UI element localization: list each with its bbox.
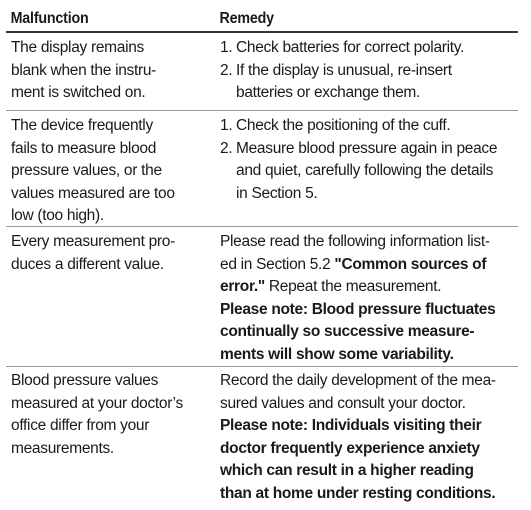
remedy-line: Record the daily development of the mea- bbox=[220, 370, 516, 393]
step-line: and quiet, carefully following the detai… bbox=[236, 160, 516, 183]
remedy-steps: 1. Check batteries for correct polarity.… bbox=[220, 37, 516, 105]
note-line: which can result in a higher reading bbox=[220, 460, 516, 483]
section-reference: "Common sources of bbox=[334, 256, 486, 273]
remedy-step: 1. Check the positioning of the cuff. bbox=[220, 115, 516, 138]
step-line: Check the positioning of the cuff. bbox=[236, 115, 516, 138]
malfunction-line: Blood pressure values bbox=[11, 370, 210, 393]
header-remedy: Remedy bbox=[214, 6, 494, 31]
remedy-line: sured values and consult your doctor. bbox=[220, 393, 516, 416]
malfunction-cell: Blood pressure values measured at your d… bbox=[6, 367, 214, 506]
remedy-step: 2. If the display is unusual, re-insert … bbox=[220, 60, 516, 105]
remedy-text: Repeat the measurement. bbox=[265, 278, 441, 295]
troubleshooting-table: Malfunction Remedy The display remains b… bbox=[6, 6, 518, 506]
malfunction-line: Every measurement pro- bbox=[11, 231, 210, 254]
note-line: Please note: Blood pressure fluctuates bbox=[220, 299, 516, 322]
note-line: continually so successive measure- bbox=[220, 321, 516, 344]
malfunction-cell: The device frequently fails to measure b… bbox=[6, 111, 214, 226]
step-line: Check batteries for correct polarity. bbox=[236, 37, 516, 60]
table-row: The display remains blank when the instr… bbox=[6, 33, 518, 111]
note-line: Please note: Individuals visiting their bbox=[220, 415, 516, 438]
malfunction-line: duces a different value. bbox=[11, 254, 210, 277]
malfunction-line: office differ from your bbox=[11, 415, 210, 438]
malfunction-line: The device frequently bbox=[11, 115, 210, 138]
malfunction-line: fails to measure blood bbox=[11, 138, 210, 161]
step-number: 2. bbox=[220, 60, 232, 83]
remedy-steps: 1. Check the positioning of the cuff. 2.… bbox=[220, 115, 516, 205]
step-line: batteries or exchange them. bbox=[236, 82, 516, 105]
remedy-cell: 1. Check the positioning of the cuff. 2.… bbox=[214, 111, 518, 226]
step-number: 1. bbox=[220, 37, 232, 60]
step-line: If the display is unusual, re-insert bbox=[236, 60, 516, 83]
remedy-line: ed in Section 5.2 "Common sources of bbox=[220, 254, 516, 277]
malfunction-line: blank when the instru- bbox=[11, 60, 210, 83]
step-line: Measure blood pressure again in peace bbox=[236, 138, 516, 161]
step-number: 2. bbox=[220, 138, 232, 161]
malfunction-line: low (too high). bbox=[11, 205, 210, 228]
malfunction-cell: Every measurement pro- duces a different… bbox=[6, 227, 214, 366]
remedy-step: 2. Measure blood pressure again in peace… bbox=[220, 138, 516, 206]
note-line: than at home under resting conditions. bbox=[220, 483, 516, 506]
note-line: doctor frequently experience anxiety bbox=[220, 438, 516, 461]
malfunction-line: pressure values, or the bbox=[11, 160, 210, 183]
header-malfunction: Malfunction bbox=[6, 6, 197, 31]
table-row: The device frequently fails to measure b… bbox=[6, 111, 518, 227]
remedy-line: error." Repeat the measurement. bbox=[220, 276, 516, 299]
table-row: Blood pressure values measured at your d… bbox=[6, 367, 518, 506]
malfunction-line: measured at your doctor’s bbox=[11, 393, 210, 416]
malfunction-line: values measured are too bbox=[11, 183, 210, 206]
note-line: ments will show some variability. bbox=[220, 344, 516, 367]
malfunction-line: The display remains bbox=[11, 37, 210, 60]
section-reference: error." bbox=[220, 278, 265, 295]
step-number: 1. bbox=[220, 115, 232, 138]
malfunction-cell: The display remains blank when the instr… bbox=[6, 33, 214, 110]
table-header: Malfunction Remedy bbox=[6, 6, 518, 33]
remedy-cell: Record the daily development of the mea-… bbox=[214, 367, 518, 506]
remedy-step: 1. Check batteries for correct polarity. bbox=[220, 37, 516, 60]
step-line: in Section 5. bbox=[236, 183, 516, 206]
remedy-cell: 1. Check batteries for correct polarity.… bbox=[214, 33, 518, 110]
malfunction-line: measurements. bbox=[11, 438, 210, 461]
remedy-cell: Please read the following information li… bbox=[214, 227, 518, 366]
remedy-line: Please read the following information li… bbox=[220, 231, 516, 254]
table-row: Every measurement pro- duces a different… bbox=[6, 227, 518, 367]
remedy-text: ed in Section 5.2 bbox=[220, 256, 334, 273]
malfunction-line: ment is switched on. bbox=[11, 82, 210, 105]
